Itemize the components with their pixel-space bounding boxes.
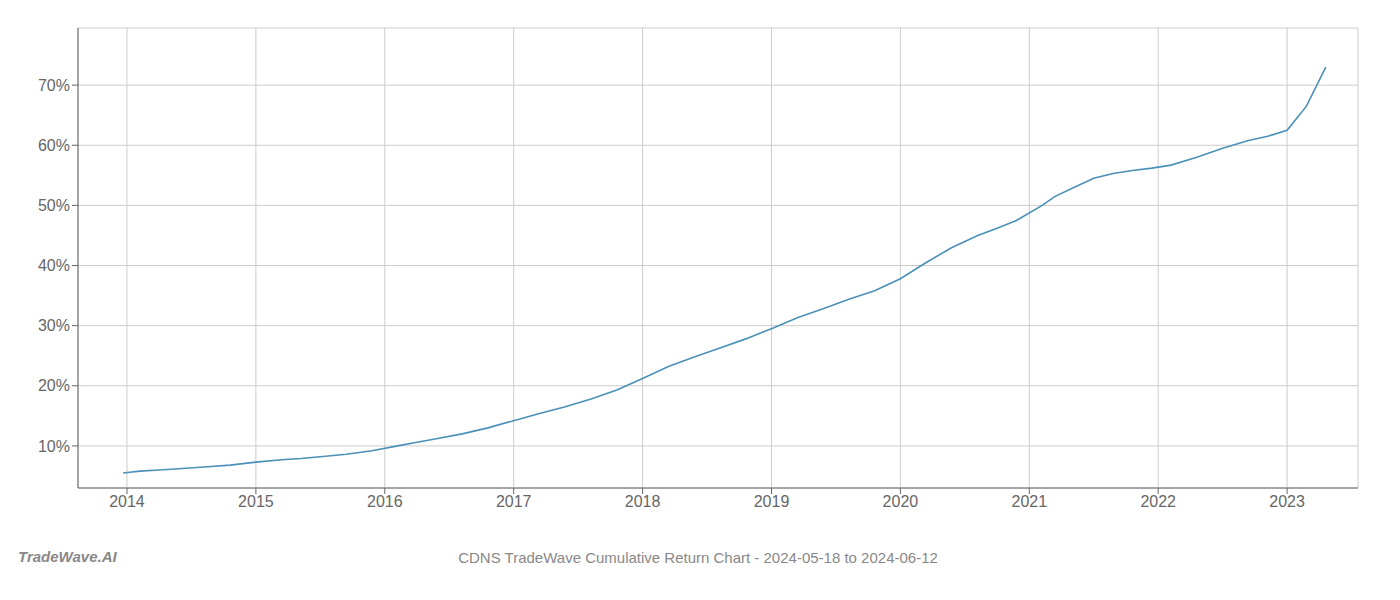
svg-text:2014: 2014 xyxy=(109,493,145,510)
svg-text:2021: 2021 xyxy=(1012,493,1048,510)
svg-text:2018: 2018 xyxy=(625,493,661,510)
svg-text:2017: 2017 xyxy=(496,493,532,510)
svg-text:2023: 2023 xyxy=(1269,493,1305,510)
svg-text:50%: 50% xyxy=(38,197,70,214)
svg-text:60%: 60% xyxy=(38,137,70,154)
svg-text:10%: 10% xyxy=(38,438,70,455)
svg-text:2016: 2016 xyxy=(367,493,403,510)
svg-text:20%: 20% xyxy=(38,377,70,394)
html-text:CDNS TradeWave Cumulative Retu: CDNS TradeWave Cumulative Return Chart -… xyxy=(458,549,938,566)
svg-text:70%: 70% xyxy=(38,77,70,94)
html-text:TradeWave.AI: TradeWave.AI xyxy=(18,548,117,565)
svg-text:2015: 2015 xyxy=(238,493,274,510)
svg-text:30%: 30% xyxy=(38,317,70,334)
svg-text:2020: 2020 xyxy=(883,493,919,510)
svg-text:40%: 40% xyxy=(38,257,70,274)
svg-text:2019: 2019 xyxy=(754,493,790,510)
svg-text:2022: 2022 xyxy=(1140,493,1176,510)
